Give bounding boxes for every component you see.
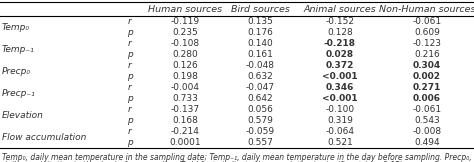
- Text: 0.557: 0.557: [247, 138, 273, 147]
- Text: Bird sources: Bird sources: [230, 5, 290, 13]
- Text: Temp₋₁: Temp₋₁: [2, 45, 35, 53]
- Text: p: p: [127, 72, 133, 81]
- Text: -0.137: -0.137: [171, 105, 200, 114]
- Text: -0.004: -0.004: [171, 83, 200, 92]
- Text: p: p: [127, 50, 133, 59]
- Text: 0.280: 0.280: [172, 50, 198, 59]
- Text: Elevation: Elevation: [2, 110, 44, 120]
- Text: 0.319: 0.319: [327, 116, 353, 125]
- Text: 0.271: 0.271: [413, 83, 441, 92]
- Text: r: r: [128, 39, 132, 48]
- Text: -0.152: -0.152: [326, 17, 355, 26]
- Text: 0.235: 0.235: [172, 28, 198, 37]
- Text: Temp₀, daily mean temperature in the sampling date; Temp₋₁, daily mean temperatu: Temp₀, daily mean temperature in the sam…: [2, 153, 474, 162]
- Text: 0.126: 0.126: [172, 61, 198, 70]
- Text: Precp₀: Precp₀: [2, 66, 31, 75]
- Text: r: r: [128, 105, 132, 114]
- Text: -0.061: -0.061: [412, 17, 442, 26]
- Text: 0.006: 0.006: [413, 94, 441, 103]
- Text: <0.001: <0.001: [322, 72, 358, 81]
- Text: p: p: [127, 94, 133, 103]
- Text: 0.140: 0.140: [247, 39, 273, 48]
- Text: Non-Human sources: Non-Human sources: [379, 5, 474, 13]
- Text: -0.061: -0.061: [412, 105, 442, 114]
- Text: -0.214: -0.214: [171, 127, 200, 136]
- Text: 0.056: 0.056: [247, 105, 273, 114]
- Text: 0.135: 0.135: [247, 17, 273, 26]
- Text: 0.168: 0.168: [172, 116, 198, 125]
- Text: -0.064: -0.064: [326, 127, 355, 136]
- Text: 0.304: 0.304: [413, 61, 441, 70]
- Text: 0.733: 0.733: [172, 94, 198, 103]
- Text: 0.176: 0.176: [247, 28, 273, 37]
- Text: 0.346: 0.346: [326, 83, 354, 92]
- Text: -0.059: -0.059: [246, 127, 274, 136]
- Text: -0.048: -0.048: [246, 61, 274, 70]
- Text: 0.642: 0.642: [247, 94, 273, 103]
- Text: 0.002: 0.002: [413, 72, 441, 81]
- Text: Flow accumulation: Flow accumulation: [2, 133, 86, 141]
- Text: -0.119: -0.119: [171, 17, 200, 26]
- Text: -0.008: -0.008: [412, 127, 442, 136]
- Text: -0.047: -0.047: [246, 83, 274, 92]
- Text: 0.494: 0.494: [414, 138, 440, 147]
- Text: 0.609: 0.609: [414, 28, 440, 37]
- Text: p: p: [127, 138, 133, 147]
- Text: 0.161: 0.161: [247, 50, 273, 59]
- Text: r: r: [128, 83, 132, 92]
- Text: r: r: [128, 61, 132, 70]
- Text: -0.123: -0.123: [412, 39, 441, 48]
- Text: p: p: [127, 116, 133, 125]
- Text: 0.521: 0.521: [327, 138, 353, 147]
- Text: 0.632: 0.632: [247, 72, 273, 81]
- Text: 0.216: 0.216: [414, 50, 440, 59]
- Text: daily precipitation in the day before sampling. Bold fonts indicate the correlat: daily precipitation in the day before sa…: [2, 161, 405, 162]
- Text: p: p: [127, 28, 133, 37]
- Text: Temp₀: Temp₀: [2, 23, 30, 31]
- Text: -0.218: -0.218: [324, 39, 356, 48]
- Text: 0.579: 0.579: [247, 116, 273, 125]
- Text: Precp₋₁: Precp₋₁: [2, 88, 36, 98]
- Text: 0.198: 0.198: [172, 72, 198, 81]
- Text: 0.128: 0.128: [327, 28, 353, 37]
- Text: Human sources: Human sources: [148, 5, 222, 13]
- Text: -0.108: -0.108: [171, 39, 200, 48]
- Text: <0.001: <0.001: [322, 94, 358, 103]
- Text: 0.372: 0.372: [326, 61, 354, 70]
- Text: 0.028: 0.028: [326, 50, 354, 59]
- Text: 0.0001: 0.0001: [169, 138, 201, 147]
- Text: -0.100: -0.100: [326, 105, 355, 114]
- Text: Animal sources: Animal sources: [304, 5, 376, 13]
- Text: r: r: [128, 17, 132, 26]
- Text: r: r: [128, 127, 132, 136]
- Text: 0.543: 0.543: [414, 116, 440, 125]
